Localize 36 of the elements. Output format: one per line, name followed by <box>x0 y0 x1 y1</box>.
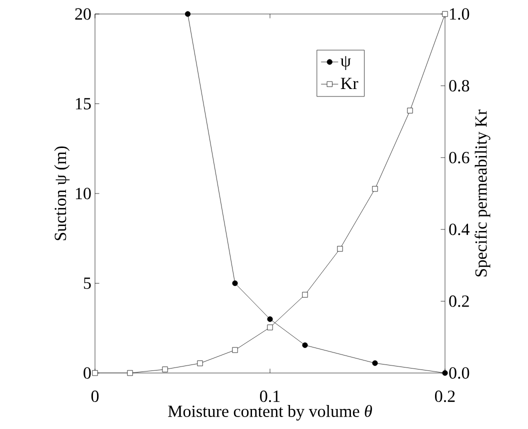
point <box>337 246 343 252</box>
y-tick-label: 0 <box>84 367 91 379</box>
x-tick-label: 0 <box>91 390 99 402</box>
point <box>442 11 448 17</box>
point <box>127 370 133 376</box>
y2-tick-label: 1.0 <box>450 8 470 20</box>
point <box>232 280 238 286</box>
point <box>162 366 168 372</box>
point <box>407 108 413 114</box>
y2-tick-label: 0.2 <box>449 295 469 307</box>
x-tick-label: 0.2 <box>435 390 455 402</box>
point <box>92 370 98 376</box>
point <box>372 186 378 192</box>
x-tick-label: 0.1 <box>260 390 280 402</box>
point <box>302 292 308 298</box>
y-axis-title: Suction ψ (m) <box>54 146 70 240</box>
y-tick-label: 20 <box>75 8 91 20</box>
y-tick-label: 5 <box>84 278 91 289</box>
point <box>372 360 378 366</box>
point <box>267 316 273 322</box>
point <box>442 370 448 376</box>
y2-tick-label: 0.8 <box>449 80 470 92</box>
point <box>302 342 308 348</box>
legend-label: ψ <box>340 56 351 70</box>
y-tick-label: 15 <box>76 98 91 110</box>
point <box>267 324 273 330</box>
y2-tick-label: 0.0 <box>449 367 470 379</box>
y2-tick-label: 0.6 <box>449 152 470 164</box>
point <box>184 11 191 17</box>
y2-tick-label: 0.4 <box>449 224 470 236</box>
legend-label: Kr <box>340 78 358 89</box>
x-axis-title: Moisture content by volume θ <box>168 404 372 421</box>
y-tick-label: 10 <box>76 188 91 200</box>
y2-axis-title: Specific permeability Kr <box>474 110 490 276</box>
point <box>232 347 238 353</box>
point <box>197 360 203 366</box>
